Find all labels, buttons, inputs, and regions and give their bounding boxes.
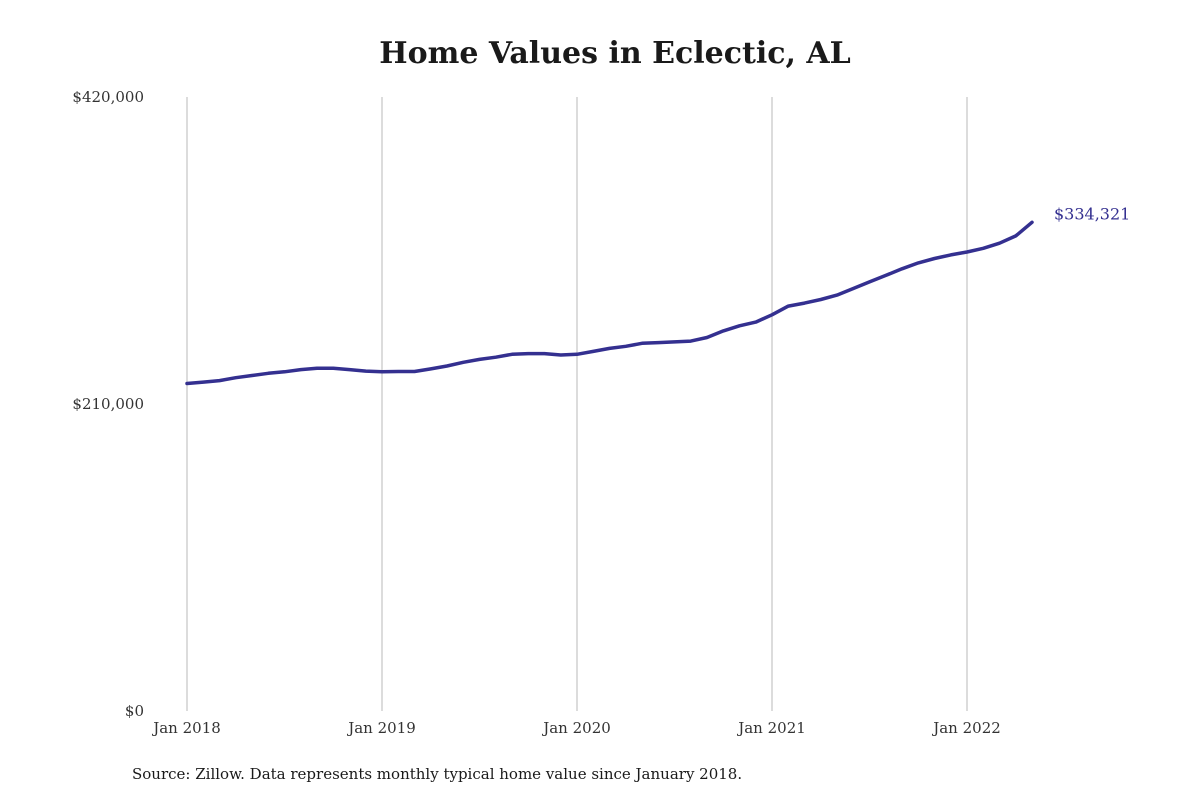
y-axis-tick-labels: $0 $210,000 $420,000	[72, 88, 144, 720]
x-axis-tick-labels: Jan 2018 Jan 2019 Jan 2020 Jan 2021 Jan 2022	[151, 719, 1001, 737]
end-value-label: $334,321	[1054, 204, 1130, 223]
chart-title: Home Values in Eclectic, AL	[379, 36, 851, 71]
series-line	[185, 220, 1034, 386]
x-tick-label: Jan 2020	[541, 719, 611, 737]
x-tick-label: Jan 2019	[346, 719, 416, 737]
y-tick-label: $420,000	[72, 88, 144, 106]
series-group	[185, 220, 1034, 386]
y-tick-label: $0	[125, 702, 144, 720]
x-tick-label: Jan 2021	[736, 719, 806, 737]
y-tick-label: $210,000	[72, 395, 144, 413]
x-tick-label: Jan 2022	[931, 719, 1001, 737]
x-tick-label: Jan 2018	[151, 719, 221, 737]
grid-lines	[186, 97, 968, 711]
source-note: Source: Zillow. Data represents monthly …	[132, 765, 743, 783]
